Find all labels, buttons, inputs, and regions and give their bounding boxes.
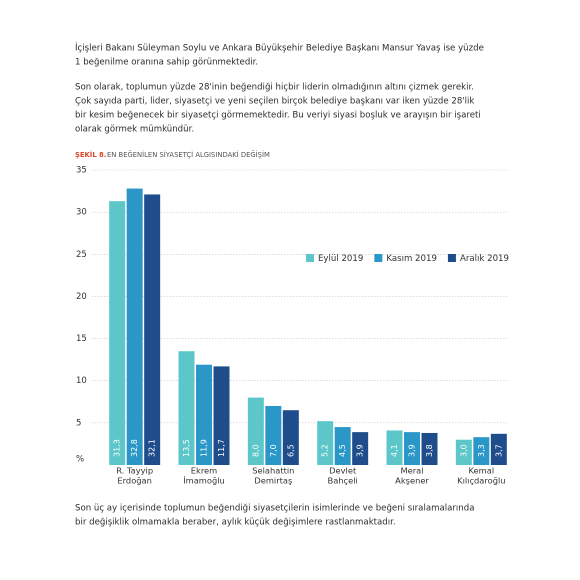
x-tick-label: Demirtaş bbox=[254, 476, 292, 486]
paragraph-line: Çok sayıda parti, lider, siyasetçi ve ye… bbox=[75, 97, 474, 107]
x-tick-label: Kılıçdaroğlu bbox=[457, 476, 505, 486]
x-tick-label: Devlet bbox=[329, 466, 357, 476]
bar bbox=[317, 421, 334, 465]
value-label: 6,5 bbox=[286, 444, 295, 457]
value-label: 3,9 bbox=[408, 444, 417, 457]
paragraph-line: bir kesim beğenecek bir siyasetçi görmem… bbox=[75, 111, 481, 121]
value-label: 4,5 bbox=[338, 444, 347, 457]
y-tick-label: 15 bbox=[76, 334, 87, 344]
x-tick-label: Kemal bbox=[469, 466, 495, 476]
bar bbox=[352, 432, 369, 465]
x-tick-label: R. Tayyip bbox=[116, 466, 153, 476]
value-label: 11,7 bbox=[217, 439, 226, 457]
bar bbox=[126, 188, 143, 466]
bar bbox=[196, 364, 212, 465]
y-tick-label: 10 bbox=[76, 376, 87, 386]
value-label: 3,0 bbox=[459, 444, 468, 457]
bar bbox=[473, 437, 490, 465]
value-label: 3,8 bbox=[425, 444, 434, 457]
value-label: 3,7 bbox=[494, 444, 503, 457]
paragraph-line: Son üç ay içerisinde toplumun beğendiği … bbox=[75, 504, 474, 514]
x-tick-label: Selahattin bbox=[252, 466, 294, 476]
x-tick-label: İmamoğlu bbox=[183, 476, 225, 486]
value-label: 32,8 bbox=[130, 439, 139, 457]
y-tick-label: 20 bbox=[76, 292, 87, 302]
paragraph-line: Son olarak, toplumun yüzde 28'inin beğen… bbox=[75, 83, 474, 93]
bar bbox=[490, 433, 507, 465]
bar bbox=[109, 201, 126, 465]
y-tick-label: 5 bbox=[76, 418, 81, 428]
bar bbox=[334, 427, 351, 465]
bar bbox=[386, 430, 403, 465]
bar bbox=[404, 432, 420, 465]
value-label: 5,2 bbox=[321, 444, 330, 457]
x-tick-label: Ekrem bbox=[191, 466, 217, 476]
bar bbox=[178, 351, 195, 465]
paragraph-line: İçişleri Bakanı Süleyman Soylu ve Ankara… bbox=[75, 43, 484, 54]
legend-swatch bbox=[306, 254, 314, 262]
y-tick-label: % bbox=[76, 455, 84, 465]
value-label: 3,3 bbox=[477, 444, 486, 457]
value-label: 31,3 bbox=[113, 439, 122, 457]
value-label: 7,0 bbox=[269, 444, 278, 457]
legend-label: Aralık 2019 bbox=[460, 254, 509, 264]
bar bbox=[421, 432, 438, 465]
bar bbox=[455, 439, 472, 465]
paragraph-line: olarak görmek mümkündür. bbox=[75, 125, 194, 135]
value-label: 32,1 bbox=[148, 439, 157, 457]
value-label: 13,5 bbox=[182, 439, 191, 457]
x-tick-label: Erdoğan bbox=[117, 476, 151, 486]
x-tick-label: Meral bbox=[400, 466, 423, 476]
legend-swatch bbox=[447, 254, 456, 262]
legend-swatch bbox=[374, 254, 383, 262]
legend-label: Kasım 2019 bbox=[386, 254, 437, 264]
bar bbox=[247, 397, 264, 465]
y-tick-label: 30 bbox=[76, 208, 87, 218]
value-label: 4,1 bbox=[390, 444, 399, 457]
value-label: 11,9 bbox=[200, 439, 209, 457]
x-tick-label: Bahçeli bbox=[328, 476, 358, 486]
paragraph-line: 1 beğenilme oranına sahip görünmektedir. bbox=[75, 58, 258, 68]
bar bbox=[282, 410, 299, 465]
value-label: 3,9 bbox=[356, 444, 365, 457]
bar bbox=[213, 366, 230, 465]
bar bbox=[265, 406, 282, 465]
paragraph-line: bir değişiklik olmamakla beraber, aylık … bbox=[75, 518, 396, 528]
chart-title: EN BEĞENİLEN SİYASETÇİ ALGISINDAKİ DEĞİŞ… bbox=[107, 150, 270, 159]
x-tick-label: Akşener bbox=[395, 476, 429, 486]
y-tick-label: 35 bbox=[76, 166, 87, 176]
value-label: 8,0 bbox=[251, 444, 260, 457]
legend-label: Eylül 2019 bbox=[318, 254, 363, 264]
figure-label: ŞEKİL 8. bbox=[75, 150, 106, 159]
y-tick-label: 25 bbox=[76, 250, 87, 260]
bar bbox=[144, 194, 161, 465]
